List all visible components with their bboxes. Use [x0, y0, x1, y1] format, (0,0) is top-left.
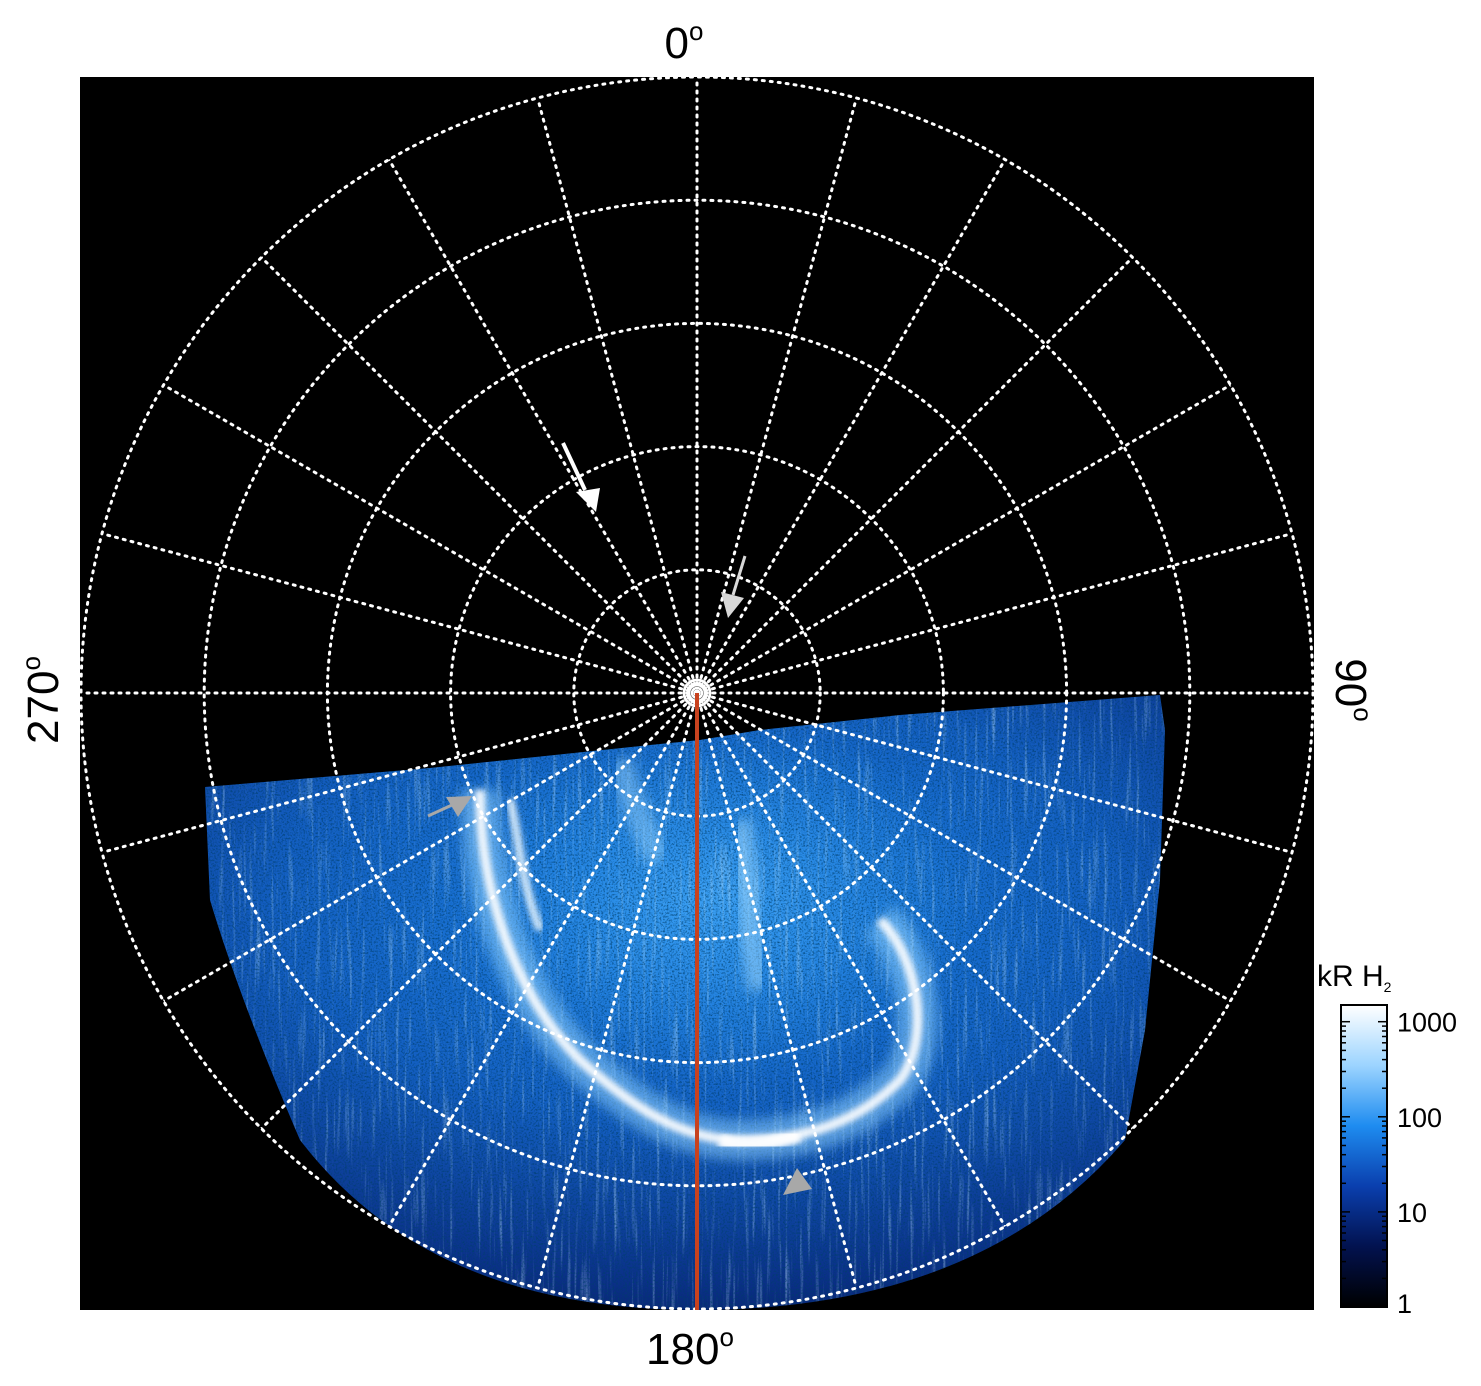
colorbar-tick-label: 100: [1397, 1103, 1442, 1133]
grid-spoke: [100, 691, 699, 854]
colorbar-ticks: 1000 100 10 1: [1341, 1008, 1457, 1319]
colorbar-tick-label: 1000: [1397, 1008, 1457, 1038]
label-90-deg: 90o: [1326, 658, 1378, 721]
grid-spoke: [387, 158, 699, 695]
grid-spoke: [536, 691, 699, 1290]
grid-spoke: [695, 691, 1232, 1003]
white-arrow-head: [576, 488, 600, 512]
grey-arrow-bottom-head: [783, 1168, 812, 1195]
grid-spoke: [695, 691, 858, 1290]
aurora-image: [205, 695, 1165, 1310]
grid-spoke: [695, 255, 1135, 695]
colorbar-tick-label: 1: [1397, 1289, 1412, 1319]
grid-spoke: [162, 383, 699, 695]
grey-arrow-top-shaft: [731, 555, 747, 596]
footprint-spot: [716, 1128, 803, 1153]
grid-spoke: [695, 691, 1007, 1228]
grid-spoke: [695, 383, 1232, 695]
grey-arrow-left-head: [446, 796, 472, 817]
grid-spoke: [695, 532, 1294, 695]
grid-spoke: [695, 158, 1007, 695]
polar-emission-band: [729, 818, 771, 993]
grey-arrow-left-shaft: [427, 803, 453, 818]
label-0-deg: 0o: [665, 16, 704, 68]
grey-arrow-top-head: [721, 592, 744, 618]
grid-spoke: [100, 532, 699, 695]
polar-grid: [81, 77, 1313, 1309]
noise-texture: [205, 695, 1165, 1310]
grid-spoke: [162, 691, 699, 1003]
dawn-arc-inner: [505, 798, 545, 932]
grid-spoke: [695, 691, 1135, 1131]
grid-spoke: [387, 691, 699, 1228]
grid-spoke: [259, 255, 699, 695]
colorbar-tick-label: 10: [1397, 1198, 1427, 1228]
colorbar-title: kR H2: [1317, 960, 1392, 995]
label-270-deg: 270o: [16, 656, 68, 744]
colorbar-gradient: [1340, 1004, 1388, 1308]
grid-spoke: [695, 691, 1294, 854]
arrows: [427, 442, 812, 1195]
colorbar: kR H2 1000 100 10 1: [1317, 960, 1457, 1319]
label-180-deg: 180o: [646, 1322, 734, 1374]
grid-spoke: [536, 96, 699, 695]
grid-ring: [202, 198, 1192, 1188]
white-arrow-shaft: [561, 442, 587, 491]
grid-spoke: [259, 691, 699, 1131]
